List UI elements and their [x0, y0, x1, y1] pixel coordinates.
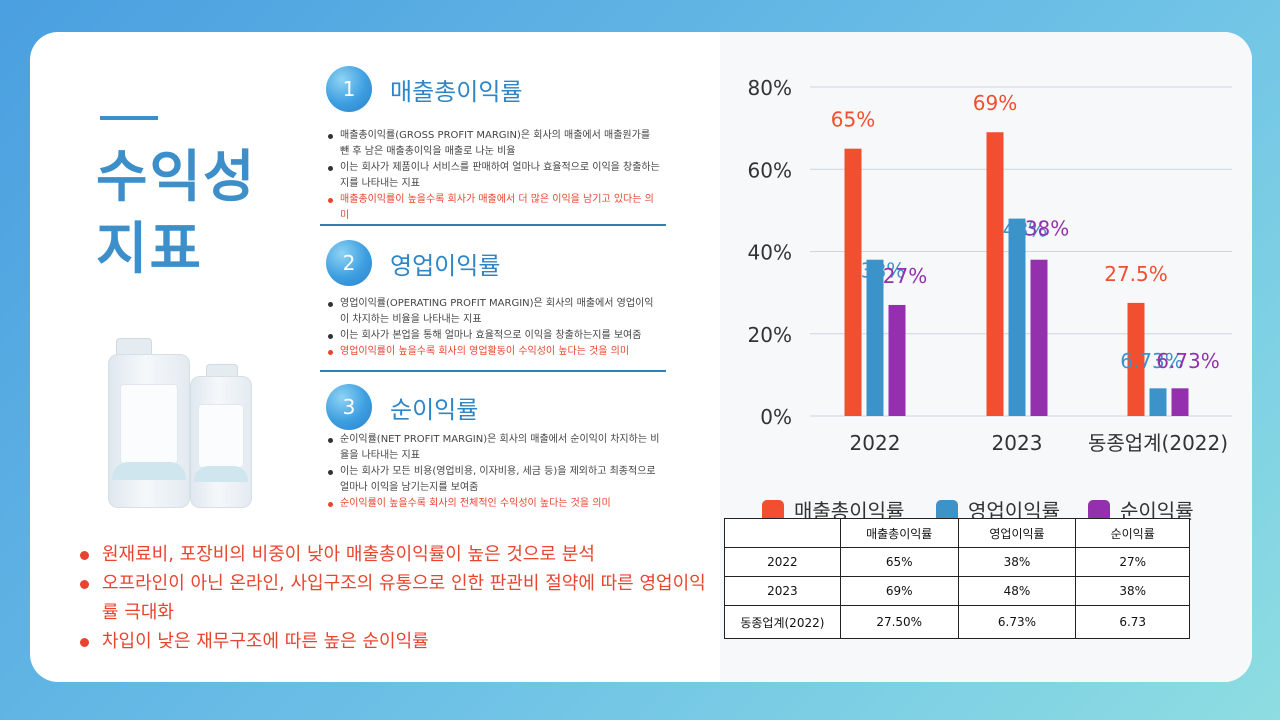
- bullet-text: 영업이익률(OPERATING PROFIT MARGIN)은 회사의 매출에서…: [328, 296, 662, 328]
- bullet-highlight: 순이익률이 높을수록 회사의 전체적인 수익성이 높다는 것을 의미: [328, 496, 662, 512]
- data-label: 48%: [1003, 218, 1047, 242]
- table-cell: 38%: [957, 547, 1077, 577]
- slide-card: 수익성 지표 1 매출총이익률 매출총이익률(GROSS PROFIT MARG…: [30, 32, 1252, 682]
- data-label: 65%: [831, 108, 875, 132]
- table-row: 2023 69% 48% 38%: [724, 576, 1190, 606]
- chart-bar: [1030, 259, 1048, 416]
- table-header-cell: 순이익률: [1075, 518, 1190, 548]
- table-header-cell: 영업이익률: [957, 518, 1077, 548]
- bullet-highlight: 매출총이익률이 높을수록 회사가 매출에서 더 많은 이익을 남기고 있다는 의…: [328, 192, 662, 224]
- x-tick-label: 2022: [850, 431, 901, 455]
- chart-bar: [866, 259, 884, 416]
- bullet-text: 매출총이익률(GROSS PROFIT MARGIN)은 회사의 매출에서 매출…: [328, 128, 662, 160]
- y-tick-label: 0%: [760, 405, 792, 429]
- section-bullets: 매출총이익률(GROSS PROFIT MARGIN)은 회사의 매출에서 매출…: [328, 128, 662, 224]
- table-cell: 27.50%: [839, 605, 959, 639]
- section-header: 3 순이익률: [320, 382, 666, 432]
- table-cell: 38%: [1075, 576, 1190, 606]
- table-cell: 6.73%: [957, 605, 1077, 639]
- table-cell: 동종업계(2022): [724, 605, 841, 639]
- table-row: 2022 65% 38% 27%: [724, 547, 1190, 577]
- legend-swatch: [936, 500, 958, 522]
- summary-item: 오프라인이 아닌 온라인, 사입구조의 유통으로 인한 판관비 절약에 따른 영…: [78, 569, 718, 627]
- legend-swatch: [762, 500, 784, 522]
- summary-list: 원재료비, 포장비의 비중이 낮아 매출총이익률이 높은 것으로 분석 오프라인…: [78, 540, 718, 656]
- bullet-text: 이는 회사가 제품이나 서비스를 판매하여 얼마나 효율적으로 이익을 창출하는…: [328, 160, 662, 192]
- bullet-highlight: 영업이익률이 높을수록 회사의 영업활동이 수익성이 높다는 것을 의미: [328, 344, 662, 360]
- table-header-cell: 매출총이익률: [839, 518, 959, 548]
- title-accent-line: [100, 116, 158, 120]
- page-title-line1: 수익성: [96, 145, 257, 210]
- table-cell: 65%: [839, 547, 959, 577]
- data-label: 69%: [973, 91, 1017, 115]
- x-tick-label: 2023: [992, 431, 1043, 455]
- section-header: 2 영업이익률: [320, 238, 666, 288]
- table-cell: 2023: [724, 576, 841, 606]
- page-title-line2: 지표: [96, 217, 204, 282]
- page-title: 수익성 지표: [96, 142, 257, 286]
- bullet-text: 이는 회사가 본업을 통해 얼마나 효율적으로 이익을 창출하는지를 보여줌: [328, 328, 662, 344]
- section-bullets: 영업이익률(OPERATING PROFIT MARGIN)은 회사의 매출에서…: [328, 296, 662, 360]
- section-number-badge: 2: [326, 240, 372, 286]
- table-row: 동종업계(2022) 27.50% 6.73% 6.73: [724, 605, 1190, 639]
- summary-item: 차입이 낮은 재무구조에 따른 높은 순이익률: [78, 627, 718, 656]
- section-divider: [320, 370, 666, 372]
- section-title: 순이익률: [390, 396, 479, 424]
- y-tick-label: 80%: [748, 76, 792, 100]
- table-cell: 6.73: [1075, 605, 1190, 639]
- data-label: 38%: [1025, 217, 1069, 241]
- section-number-badge: 1: [326, 66, 372, 112]
- data-label: 6.73%: [1120, 349, 1184, 373]
- chart-bar: [1149, 388, 1167, 416]
- chart-bar: [1127, 302, 1145, 416]
- bullet-text: 이는 회사가 모든 비용(영업비용, 이자비용, 세금 등)을 제외하고 최종적…: [328, 464, 662, 496]
- table-header-cell: [724, 518, 841, 548]
- y-tick-label: 40%: [748, 241, 792, 265]
- table-cell: 69%: [839, 576, 959, 606]
- section-number-badge: 3: [326, 384, 372, 430]
- section-divider: [320, 224, 666, 226]
- chart-bar: [986, 132, 1004, 417]
- table-header-row: 매출총이익률 영업이익률 순이익률: [724, 518, 1190, 548]
- chart-bar: [844, 148, 862, 416]
- table-cell: 48%: [957, 576, 1077, 606]
- section-net-margin: 3 순이익률 순이익률(NET PROFIT MARGIN)은 회사의 매출에서…: [320, 382, 666, 509]
- chart-bar: [1171, 388, 1189, 416]
- chart-bar: [1008, 218, 1026, 416]
- section-title: 영업이익률: [390, 252, 501, 280]
- legend-swatch: [1088, 500, 1110, 522]
- y-tick-label: 20%: [748, 323, 792, 347]
- section-gross-margin: 1 매출총이익률 매출총이익률(GROSS PROFIT MARGIN)은 회사…: [320, 64, 666, 226]
- table-cell: 2022: [724, 547, 841, 577]
- section-operating-margin: 2 영업이익률 영업이익률(OPERATING PROFIT MARGIN)은 …: [320, 238, 666, 372]
- y-tick-label: 60%: [748, 158, 792, 182]
- data-label: 6.73%: [1156, 349, 1220, 373]
- data-label: 27.5%: [1104, 262, 1168, 286]
- x-tick-label: 동종업계(2022): [1088, 431, 1228, 455]
- data-label: 27%: [883, 264, 927, 288]
- section-title: 매출총이익률: [390, 78, 523, 106]
- data-label: 38%: [861, 259, 905, 283]
- section-header: 1 매출총이익률: [320, 64, 666, 114]
- bullet-text: 순이익률(NET PROFIT MARGIN)은 회사의 매출에서 순이익이 차…: [328, 432, 662, 464]
- summary-item: 원재료비, 포장비의 비중이 낮아 매출총이익률이 높은 것으로 분석: [78, 540, 718, 569]
- section-bullets: 순이익률(NET PROFIT MARGIN)은 회사의 매출에서 순이익이 차…: [328, 432, 662, 512]
- table-cell: 27%: [1075, 547, 1190, 577]
- chart-bar: [888, 304, 906, 416]
- profitability-table: 매출총이익률 영업이익률 순이익률 2022 65% 38% 27% 2023 69% 48% 38…: [724, 518, 1190, 639]
